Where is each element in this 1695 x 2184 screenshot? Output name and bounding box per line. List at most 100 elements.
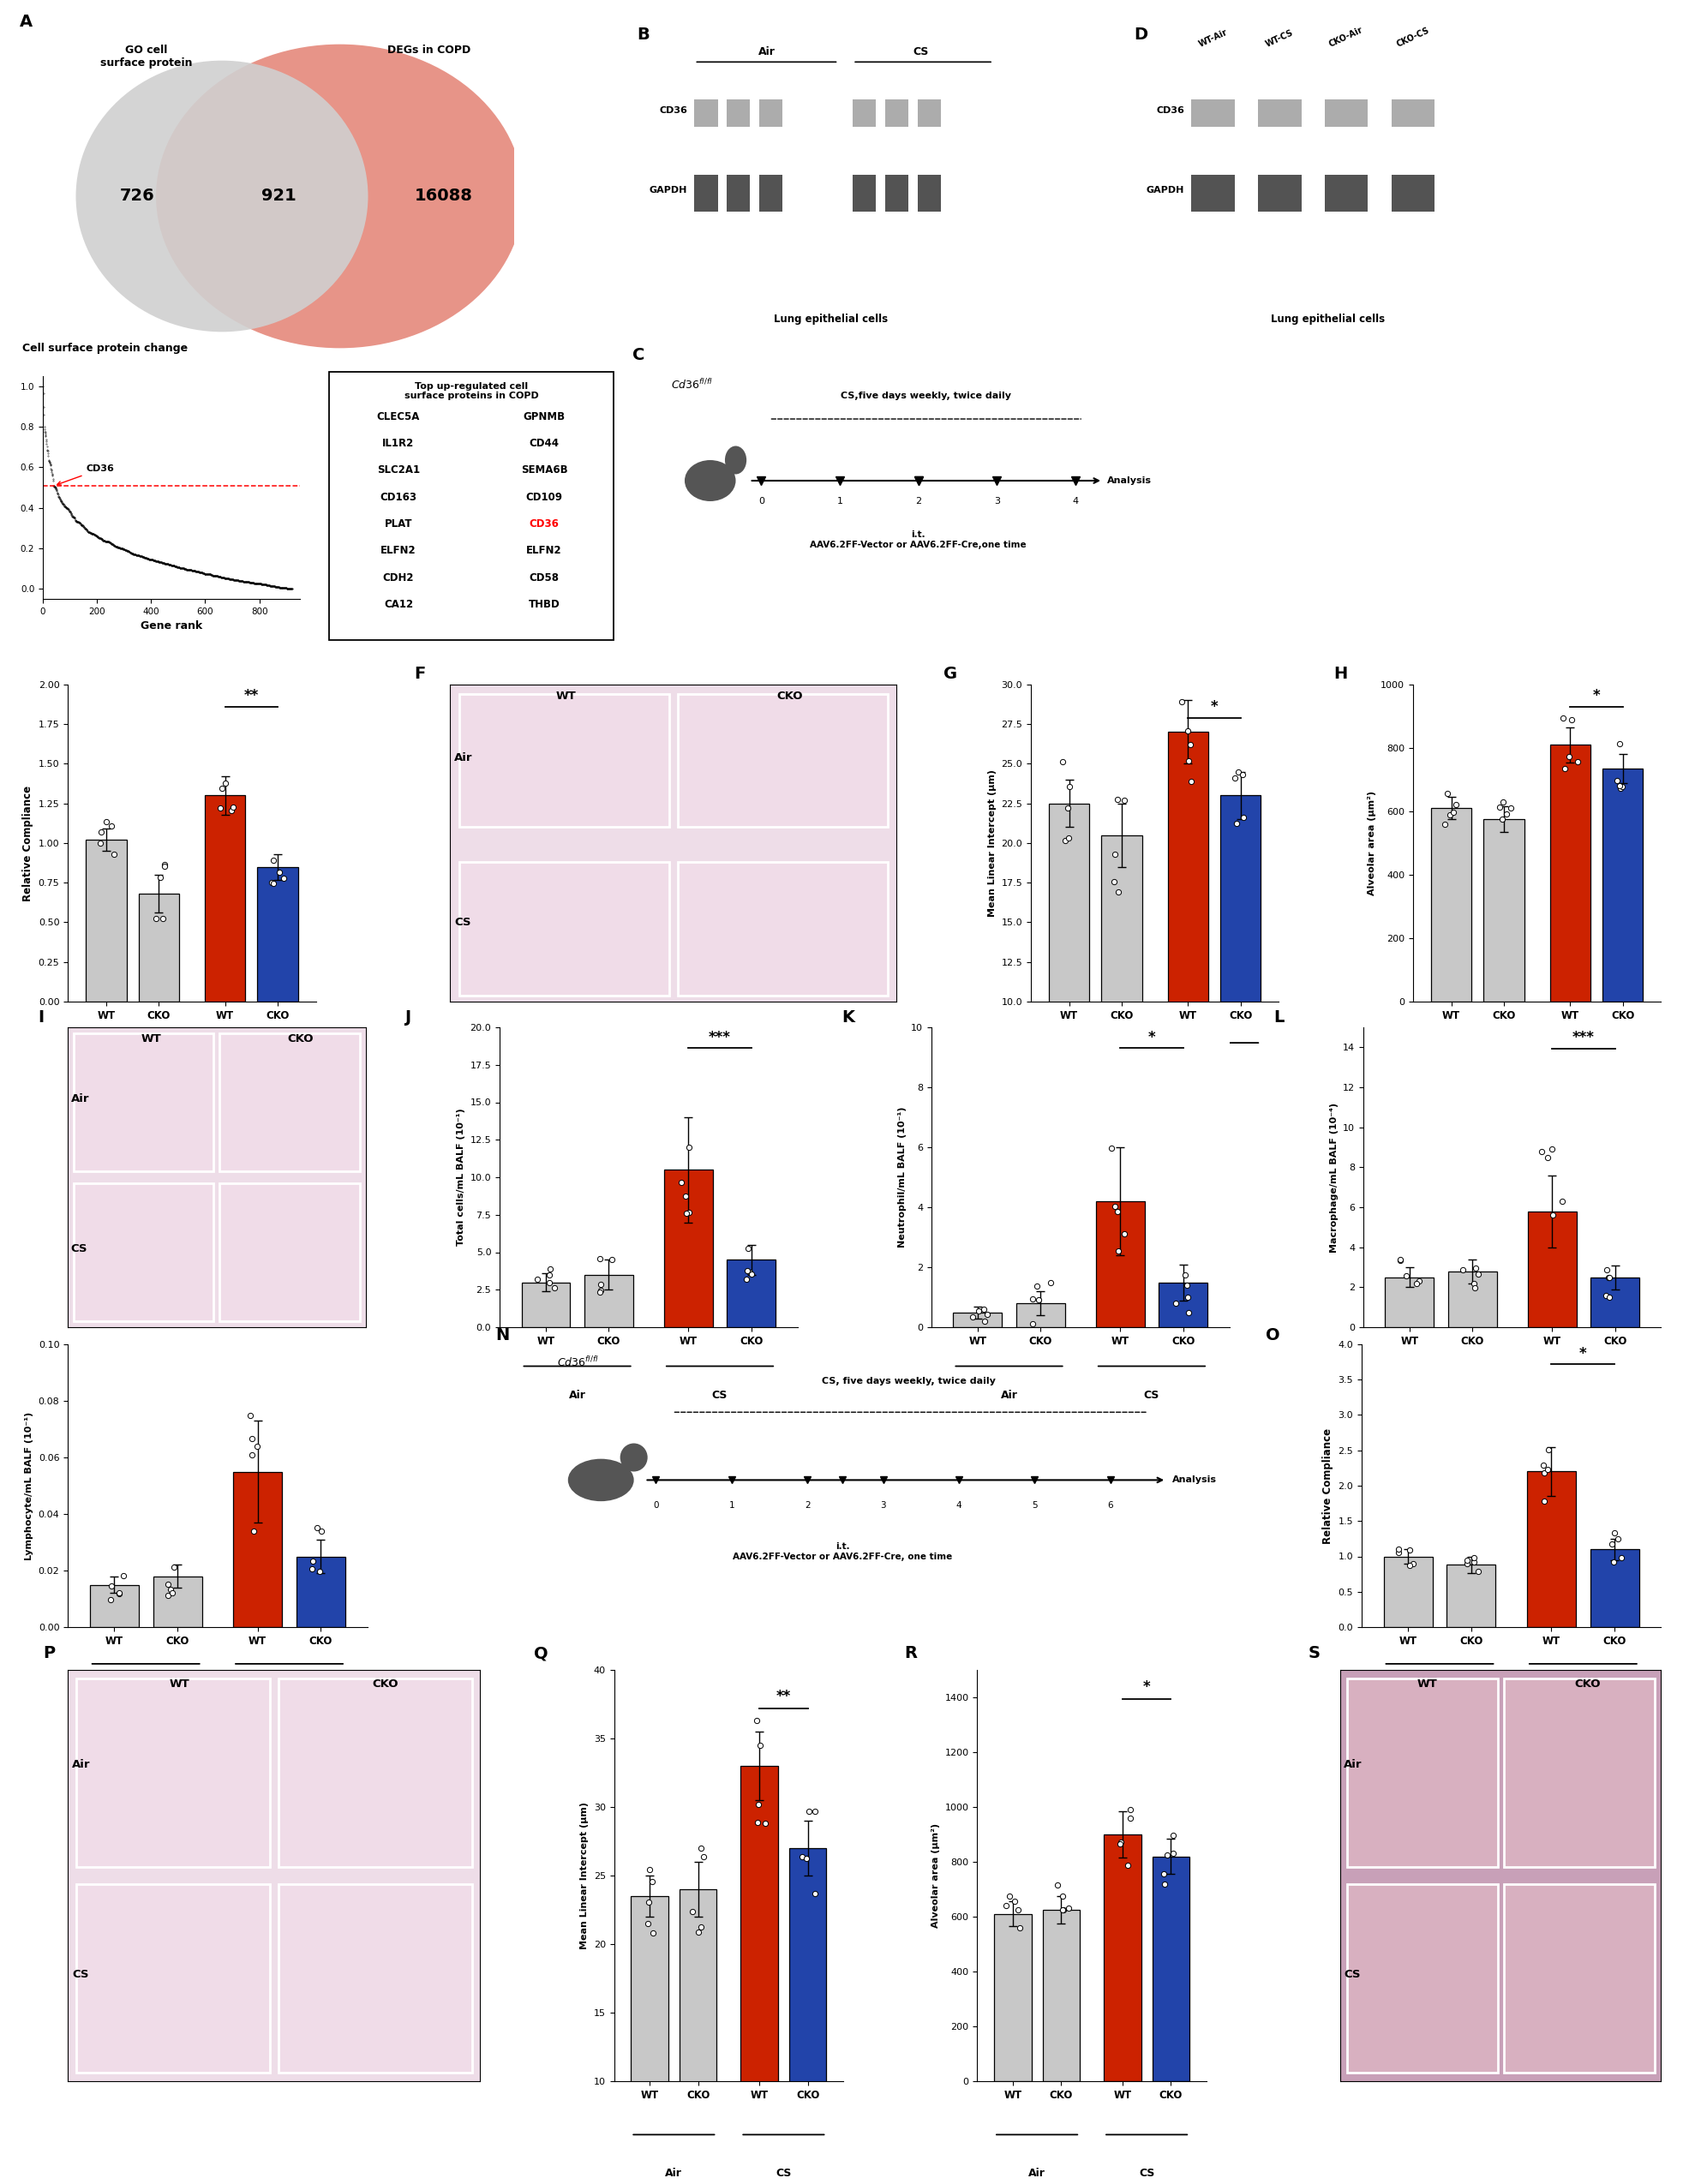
- Bar: [1102, 834, 1142, 1160]
- Point: [161, 1551, 188, 1586]
- Ellipse shape: [76, 61, 368, 332]
- Text: THBD: THBD: [529, 598, 559, 609]
- Bar: [1017, 1304, 1064, 1328]
- Point: [1464, 1553, 1492, 1588]
- Point: [208, 771, 236, 806]
- Point: [1107, 1826, 1134, 1861]
- Text: $Cd36^{fl/fl}$: $Cd36^{fl/fl}$: [558, 1356, 598, 1369]
- Text: Air: Air: [1470, 1068, 1487, 1079]
- Point: [1397, 1548, 1424, 1583]
- Bar: [278, 1885, 471, 2073]
- Y-axis label: Mean Linear Intercept (μm): Mean Linear Intercept (μm): [580, 1802, 588, 1950]
- Bar: [139, 893, 180, 1002]
- Bar: [1168, 732, 1209, 1160]
- Text: CLEC5A: CLEC5A: [376, 411, 420, 422]
- Point: [259, 843, 286, 878]
- Text: CS: CS: [1139, 2167, 1154, 2180]
- Point: [1100, 865, 1127, 900]
- Ellipse shape: [568, 1459, 634, 1500]
- Bar: [1549, 745, 1590, 1002]
- Text: Air: Air: [1086, 1068, 1103, 1079]
- Bar: [1220, 795, 1261, 1160]
- Point: [1024, 1269, 1051, 1304]
- Text: CS, five days weekly, twice daily: CS, five days weekly, twice daily: [822, 1378, 995, 1385]
- Point: [1529, 1133, 1556, 1168]
- Point: [158, 1572, 185, 1607]
- Point: [1459, 1540, 1487, 1575]
- Bar: [885, 175, 909, 212]
- Point: [1044, 1867, 1071, 1902]
- Point: [1100, 836, 1127, 871]
- Text: 921: 921: [261, 188, 297, 205]
- Bar: [459, 863, 670, 996]
- Point: [690, 1839, 717, 1874]
- Point: [110, 1559, 137, 1594]
- Point: [537, 1251, 564, 1286]
- Point: [1400, 1546, 1427, 1581]
- Point: [1102, 1188, 1129, 1223]
- Point: [1461, 1271, 1488, 1306]
- Bar: [664, 1171, 712, 1328]
- Bar: [1431, 808, 1471, 1002]
- Text: IL1R2: IL1R2: [383, 439, 415, 450]
- Point: [959, 1299, 986, 1334]
- Point: [992, 1889, 1019, 1924]
- Point: [98, 1568, 125, 1603]
- Text: 726: 726: [120, 188, 154, 205]
- Bar: [278, 1677, 471, 1867]
- Bar: [1348, 1885, 1497, 2073]
- Text: F: F: [414, 666, 425, 681]
- Text: CS: CS: [1344, 1968, 1361, 1981]
- Point: [1449, 1254, 1476, 1289]
- Point: [212, 767, 239, 802]
- Text: CS: CS: [1207, 1068, 1222, 1079]
- Text: K: K: [842, 1009, 854, 1026]
- Text: N: N: [495, 1328, 510, 1343]
- Point: [298, 1551, 325, 1586]
- Bar: [853, 100, 876, 127]
- Bar: [1103, 1835, 1141, 2081]
- Point: [98, 808, 125, 843]
- Point: [239, 1437, 266, 1472]
- Text: GAPDH: GAPDH: [1146, 186, 1185, 194]
- Bar: [1527, 1472, 1576, 1627]
- Bar: [1590, 1278, 1639, 1328]
- Point: [788, 1839, 815, 1874]
- Bar: [1258, 100, 1302, 127]
- Point: [1049, 1878, 1076, 1913]
- Point: [105, 1577, 132, 1612]
- Point: [802, 1876, 829, 1911]
- Bar: [1192, 100, 1234, 127]
- Point: [1054, 821, 1081, 856]
- Text: Analysis: Analysis: [1107, 476, 1151, 485]
- Text: Air: Air: [570, 1391, 586, 1402]
- Bar: [90, 1586, 139, 1627]
- Point: [1173, 1280, 1200, 1315]
- Point: [793, 1841, 820, 1876]
- Point: [1488, 802, 1515, 836]
- Bar: [234, 1472, 281, 1627]
- Point: [1397, 1533, 1424, 1568]
- Bar: [75, 1184, 214, 1321]
- Point: [1531, 1455, 1558, 1489]
- Text: Air: Air: [71, 1094, 90, 1105]
- Point: [997, 1878, 1024, 1913]
- Y-axis label: Relative Compliance: Relative Compliance: [1322, 1428, 1334, 1544]
- Bar: [220, 1184, 359, 1321]
- Point: [1437, 797, 1464, 832]
- Point: [970, 1291, 997, 1326]
- Point: [242, 1428, 270, 1463]
- Point: [1434, 775, 1461, 810]
- Bar: [1192, 175, 1234, 212]
- Point: [802, 1793, 829, 1828]
- Point: [151, 847, 178, 882]
- Point: [1549, 1184, 1576, 1219]
- Point: [1536, 1433, 1563, 1468]
- Point: [973, 1297, 1000, 1332]
- Text: CS: CS: [1576, 1391, 1592, 1402]
- X-axis label: Gene rank: Gene rank: [141, 620, 202, 631]
- Point: [88, 815, 115, 850]
- Text: CD36: CD36: [659, 107, 686, 116]
- Text: WT: WT: [141, 1033, 161, 1044]
- Text: J: J: [405, 1009, 410, 1026]
